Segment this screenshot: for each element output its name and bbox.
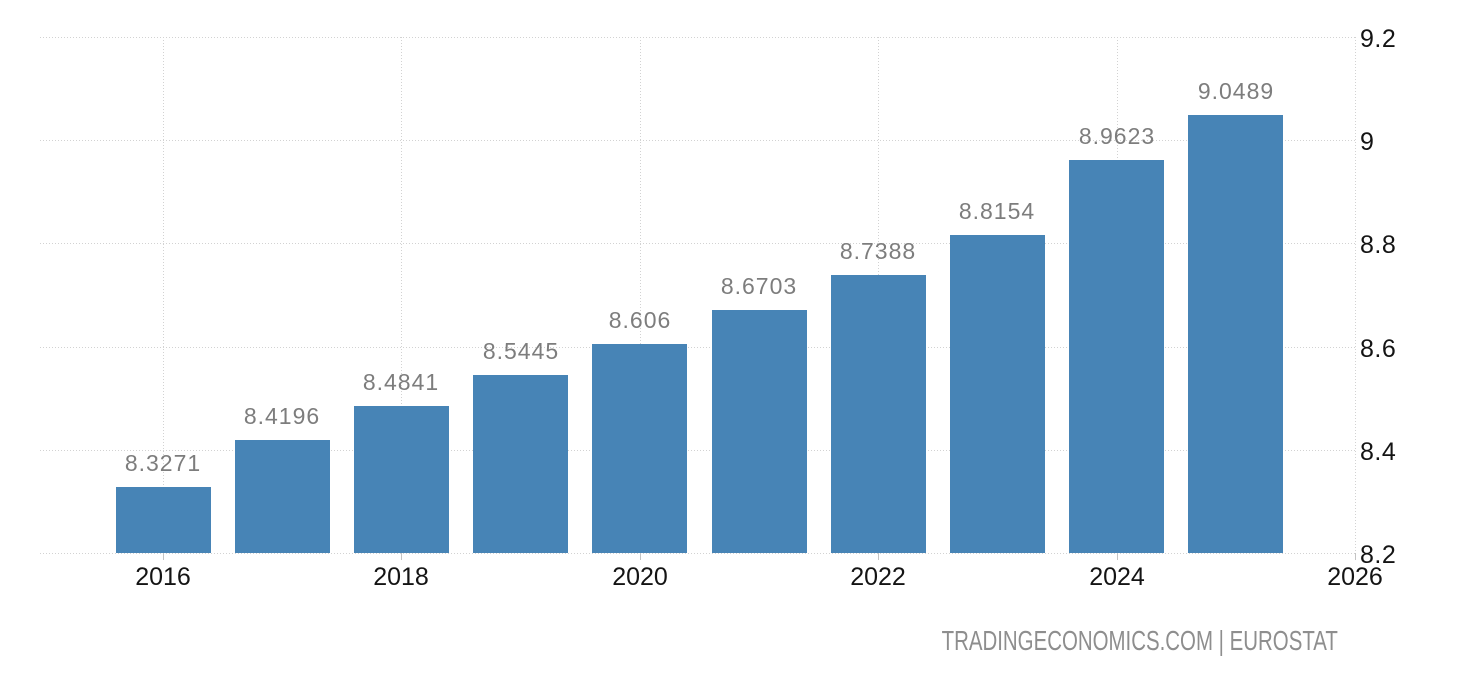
bar-value-label: 8.4196 xyxy=(243,403,321,429)
x-axis-tick-label: 2020 xyxy=(612,563,668,591)
x-axis-tick xyxy=(1355,553,1356,560)
bar-2023[interactable] xyxy=(950,235,1045,553)
x-axis-tick-label: 2018 xyxy=(373,563,429,591)
bar-2020[interactable] xyxy=(592,344,687,553)
bar-2018[interactable] xyxy=(354,406,449,553)
h-gridline xyxy=(40,140,1355,141)
h-gridline xyxy=(40,347,1355,348)
bar-2016[interactable] xyxy=(116,487,211,553)
y-axis-tick-label: 8.4 xyxy=(1360,438,1397,466)
bar-2019[interactable] xyxy=(473,375,568,553)
attribution-text: TRADINGECONOMICS.COM | EUROSTAT xyxy=(941,625,1338,656)
h-gridline xyxy=(40,553,1355,554)
bar-value-label: 8.5445 xyxy=(482,338,560,364)
bar-value-label: 8.9623 xyxy=(1078,123,1156,149)
bar-2025[interactable] xyxy=(1188,115,1283,553)
x-axis-tick xyxy=(401,553,402,560)
bar-value-label: 8.8154 xyxy=(958,198,1036,224)
h-gridline xyxy=(40,37,1355,38)
y-axis-tick-label: 8.2 xyxy=(1360,541,1397,569)
x-axis-tick-label: 2022 xyxy=(850,563,906,591)
v-gridline xyxy=(640,37,641,553)
v-gridline xyxy=(401,37,402,553)
bar-value-label: 8.6703 xyxy=(720,273,798,299)
bar-2021[interactable] xyxy=(712,310,807,553)
x-axis-tick-label: 2024 xyxy=(1089,563,1145,591)
x-axis-tick xyxy=(878,553,879,560)
x-axis-tick-label: 2026 xyxy=(1327,563,1383,591)
x-axis-tick xyxy=(163,553,164,560)
y-axis-tick-label: 9.2 xyxy=(1360,25,1397,53)
bar-value-label: 8.3271 xyxy=(124,450,202,476)
y-axis-tick-label: 8.6 xyxy=(1360,335,1397,363)
bar-value-label: 8.4841 xyxy=(362,369,440,395)
h-gridline xyxy=(40,243,1355,244)
bar-value-label: 9.0489 xyxy=(1197,78,1275,104)
x-axis-tick xyxy=(640,553,641,560)
x-axis-tick-label: 2016 xyxy=(135,563,191,591)
bar-2022[interactable] xyxy=(831,275,926,553)
h-gridline xyxy=(40,450,1355,451)
bar-value-label: 8.7388 xyxy=(839,238,917,264)
bar-2024[interactable] xyxy=(1069,160,1164,553)
v-gridline xyxy=(1355,37,1356,553)
bar-2017[interactable] xyxy=(235,440,330,553)
y-axis-tick-label: 9 xyxy=(1360,128,1375,156)
bar-value-label: 8.606 xyxy=(608,307,672,333)
v-gridline xyxy=(163,37,164,553)
y-axis-tick-label: 8.8 xyxy=(1360,231,1397,259)
x-axis-tick xyxy=(1117,553,1118,560)
